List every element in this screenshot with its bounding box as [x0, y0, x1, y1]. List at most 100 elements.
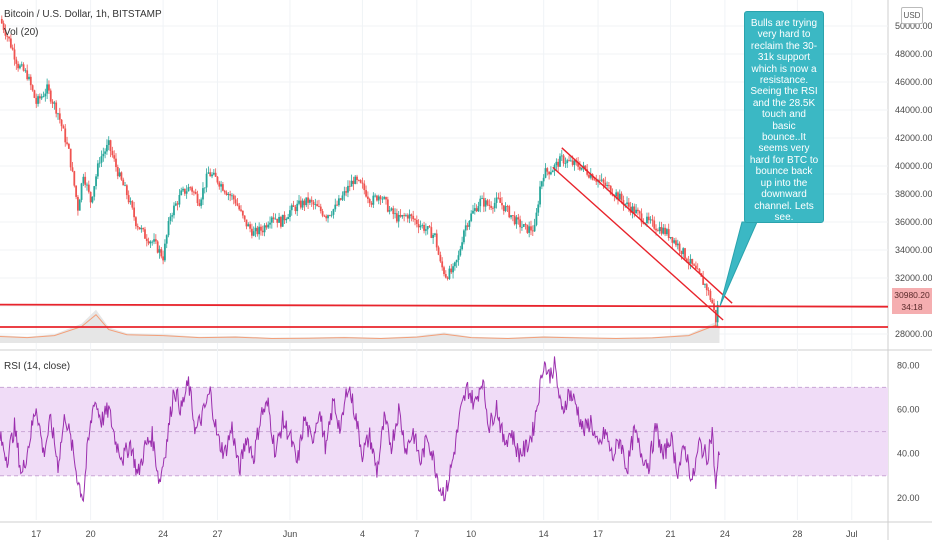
candle-body [247, 224, 250, 227]
candle-body [459, 249, 462, 256]
candle-body [147, 241, 150, 244]
candle-body [189, 187, 192, 189]
candle-body [589, 174, 592, 178]
candle-body [633, 206, 636, 214]
candle-body [609, 185, 612, 194]
candle-body [352, 180, 355, 184]
candle-body [359, 180, 362, 183]
candle-body [151, 241, 154, 243]
candle-body [557, 161, 560, 167]
candle-body [559, 156, 561, 167]
candle-body [245, 219, 248, 227]
candle-body [131, 201, 134, 208]
candle-body [446, 277, 449, 279]
candle-body [205, 173, 208, 188]
candle-body [682, 248, 685, 255]
candle-body [6, 35, 9, 37]
candle-body [78, 199, 81, 211]
candle-body [173, 205, 175, 216]
candle-body [160, 249, 163, 257]
candle-body [283, 214, 286, 221]
candle-body [125, 185, 128, 196]
candle-body [135, 217, 137, 227]
candle-body [405, 215, 407, 216]
candle-body [86, 184, 88, 186]
candle-body [158, 249, 161, 253]
candle-body [484, 200, 487, 207]
candle-body [582, 165, 585, 168]
candle-body [57, 113, 59, 115]
candle-body [325, 216, 328, 219]
candle-body [227, 194, 230, 195]
candle-body [183, 188, 186, 194]
candle-body [209, 172, 212, 177]
price-tick-label: 34000.00 [895, 245, 932, 255]
candle-body [261, 230, 264, 233]
candle-body [388, 210, 391, 212]
candle-body [453, 262, 456, 267]
candle-body [299, 200, 302, 208]
candle-body [470, 213, 473, 221]
price-tick-label: 42000.00 [895, 133, 932, 143]
time-tick-label: 10 [466, 529, 476, 539]
candle-body [48, 84, 50, 91]
candle-body [51, 101, 54, 104]
candle-body [82, 176, 85, 184]
candle-body [29, 76, 32, 86]
candle-body [354, 176, 357, 184]
candle-body [606, 185, 609, 186]
upper-channel[interactable] [561, 147, 733, 304]
time-tick-label: 28 [792, 529, 802, 539]
candle-body [414, 219, 416, 220]
candle-body [269, 222, 271, 225]
candle-body [695, 265, 697, 269]
candle-body [55, 102, 58, 114]
resistance-line-30k[interactable] [0, 303, 889, 308]
candle-body [279, 216, 282, 227]
candle-body [435, 233, 438, 248]
candle-body [488, 204, 491, 206]
candle-body [124, 185, 126, 187]
candle-body [660, 227, 663, 234]
candle-body [116, 167, 119, 177]
lower-channel[interactable] [552, 166, 724, 321]
candle-body [17, 63, 20, 69]
candle-body [464, 225, 467, 231]
candle-body [368, 198, 371, 204]
candle-body [635, 209, 637, 214]
candle-body [84, 176, 87, 185]
candle-body [658, 227, 661, 232]
candle-body [176, 203, 179, 205]
candle-body [472, 210, 474, 214]
candle-body [374, 195, 377, 197]
candle-body [332, 209, 335, 215]
candle-body [506, 206, 509, 207]
candle-body [434, 233, 436, 235]
candle-body [243, 215, 246, 220]
candle-body [441, 261, 444, 268]
candle-body [463, 230, 465, 243]
candle-body [307, 197, 309, 203]
time-tick-label: 7 [414, 529, 419, 539]
candle-body [200, 199, 203, 206]
candle-body [666, 229, 668, 235]
candle-body [502, 205, 505, 212]
annotation-callout[interactable]: Bulls are trying very hard to reclaim th… [744, 11, 824, 223]
candle-body [321, 211, 324, 216]
candle-body [573, 160, 576, 165]
candle-body [550, 172, 552, 175]
currency-button[interactable]: USD [901, 7, 923, 24]
candle-body [664, 227, 666, 235]
candle-body [58, 113, 61, 120]
candle-body [510, 215, 512, 218]
candle-body [568, 160, 570, 162]
candle-body [87, 184, 90, 192]
candle-body [53, 102, 56, 104]
candle-body [412, 215, 415, 220]
candle-body [73, 171, 76, 186]
candle-body [285, 219, 288, 221]
candle-body [684, 248, 686, 259]
candle-body [249, 224, 251, 229]
candle-body [705, 284, 708, 291]
candle-body [67, 143, 70, 149]
